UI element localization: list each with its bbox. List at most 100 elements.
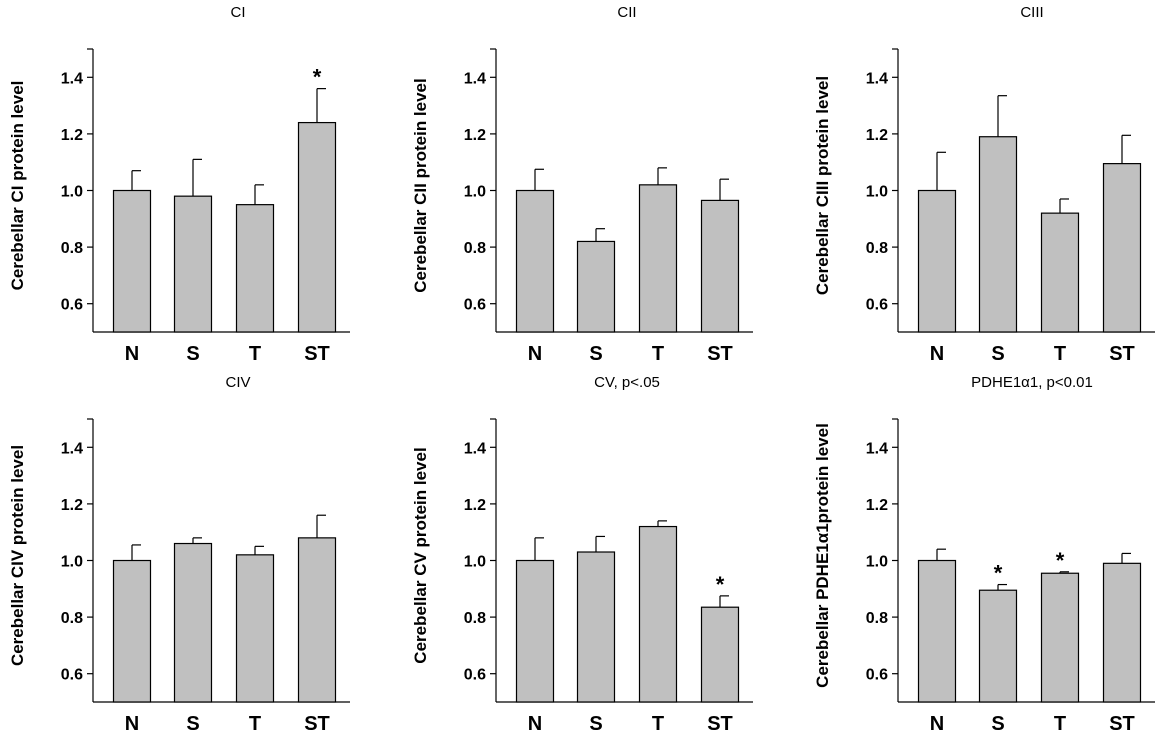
bar-T: [638, 184, 678, 333]
y-tick-label: 1.0: [866, 184, 888, 201]
y-axis-label: Cerebellar CIII protein level: [813, 76, 832, 295]
bar-ST: [297, 537, 337, 703]
y-tick-label: 1.0: [464, 184, 486, 201]
y-tick-label: 1.4: [61, 440, 83, 457]
x-tick-label: N: [125, 713, 139, 735]
significance-marker: *: [994, 561, 1003, 586]
bar-S: [576, 551, 616, 703]
x-tick-label: N: [528, 343, 542, 365]
significance-marker: *: [1056, 548, 1065, 573]
y-tick-label: 1.4: [464, 440, 486, 457]
bar-S: [978, 136, 1018, 333]
y-axis-label: Cerebellar CII protein level: [411, 78, 430, 292]
panel-title: CV, p<.05: [594, 374, 660, 391]
significance-marker: *: [313, 65, 322, 90]
y-tick-label: 1.4: [866, 440, 888, 457]
y-tick-label: 0.8: [866, 610, 888, 627]
y-tick-label: 1.2: [61, 497, 83, 514]
y-tick-label: 1.2: [61, 127, 83, 144]
y-tick-label: 1.2: [464, 127, 486, 144]
y-tick-label: 1.0: [61, 554, 83, 571]
bar-S: [173, 542, 213, 703]
y-tick-label: 0.8: [866, 240, 888, 257]
y-tick-label: 1.4: [61, 70, 83, 87]
x-tick-label: ST: [707, 713, 733, 735]
y-tick-label: 0.8: [464, 240, 486, 257]
y-tick-label: 0.6: [464, 667, 486, 684]
y-axis-label: Cerebellar CV protein level: [411, 447, 430, 663]
bar-S: [173, 195, 213, 333]
x-tick-label: ST: [304, 343, 330, 365]
y-tick-label: 1.2: [866, 497, 888, 514]
bar-T: [1040, 572, 1080, 703]
x-tick-label: ST: [1109, 343, 1135, 365]
bar-ST: [1102, 562, 1142, 703]
x-tick-label: N: [125, 343, 139, 365]
x-tick-label: ST: [707, 343, 733, 365]
panel-title: CIV: [225, 374, 250, 391]
bar-T: [235, 204, 275, 333]
bar-N: [917, 189, 957, 333]
panel-title: CII: [617, 4, 636, 21]
x-tick-label: S: [186, 713, 199, 735]
y-tick-label: 1.0: [866, 554, 888, 571]
bar-N: [112, 189, 152, 333]
x-tick-label: T: [652, 343, 664, 365]
bar-N: [112, 559, 152, 703]
significance-marker: *: [716, 572, 725, 597]
x-tick-label: S: [589, 343, 602, 365]
y-tick-label: 0.8: [464, 610, 486, 627]
bar-ST: [700, 199, 740, 333]
y-tick-label: 1.4: [464, 70, 486, 87]
panel-3: CIII Cerebellar CIII protein level 0.6 0.8 1…: [813, 4, 1155, 365]
y-tick-label: 1.0: [61, 184, 83, 201]
x-tick-label: T: [249, 343, 261, 365]
bar-N: [917, 559, 957, 703]
bar-T: [235, 554, 275, 703]
x-tick-label: T: [1054, 713, 1066, 735]
y-tick-label: 1.2: [866, 127, 888, 144]
x-tick-label: N: [528, 713, 542, 735]
panel-title: CI: [231, 4, 246, 21]
bar-T: [638, 525, 678, 703]
panel-5: CV, p<.05 Cerebellar CV protein level 0.6 0…: [411, 374, 753, 735]
y-axis-label: Cerebellar PDHE1α1protein level: [813, 423, 832, 688]
bar-T: [1040, 212, 1080, 333]
bar-ST: [297, 121, 337, 333]
y-tick-label: 0.6: [866, 297, 888, 314]
x-tick-label: N: [930, 713, 944, 735]
y-tick-label: 1.4: [866, 70, 888, 87]
panel-6: PDHE1α1, p<0.01 Cerebellar PDHE1α1protein…: [813, 374, 1155, 735]
bar-N: [515, 189, 555, 333]
x-tick-label: S: [991, 343, 1004, 365]
y-axis-label: Cerebellar CI protein level: [8, 81, 27, 291]
x-tick-label: T: [652, 713, 664, 735]
panel-2: CII Cerebellar CII protein level 0.6 0.8 1.0…: [411, 4, 753, 365]
y-tick-label: 0.6: [61, 667, 83, 684]
panel-title: PDHE1α1, p<0.01: [971, 374, 1093, 391]
y-tick-label: 0.6: [866, 667, 888, 684]
x-tick-label: N: [930, 343, 944, 365]
bar-N: [515, 559, 555, 703]
x-tick-label: S: [186, 343, 199, 365]
x-tick-label: ST: [304, 713, 330, 735]
y-tick-label: 0.6: [464, 297, 486, 314]
bar-S: [978, 589, 1018, 703]
y-tick-label: 0.8: [61, 610, 83, 627]
x-tick-label: T: [249, 713, 261, 735]
y-tick-label: 0.8: [61, 240, 83, 257]
x-tick-label: ST: [1109, 713, 1135, 735]
x-tick-label: S: [589, 713, 602, 735]
y-tick-label: 0.6: [61, 297, 83, 314]
y-tick-label: 1.0: [464, 554, 486, 571]
bar-S: [576, 240, 616, 333]
bar-ST: [1102, 163, 1142, 333]
y-tick-label: 1.2: [464, 497, 486, 514]
panel-4: CIV Cerebellar CIV protein level 0.6 0.8 1.0…: [8, 374, 350, 735]
bar-ST: [700, 606, 740, 703]
x-tick-label: S: [991, 713, 1004, 735]
panel-1: CI Cerebellar CI protein level 0.6 0.8 1.0 1.…: [8, 4, 350, 365]
panel-title: CIII: [1020, 4, 1043, 21]
